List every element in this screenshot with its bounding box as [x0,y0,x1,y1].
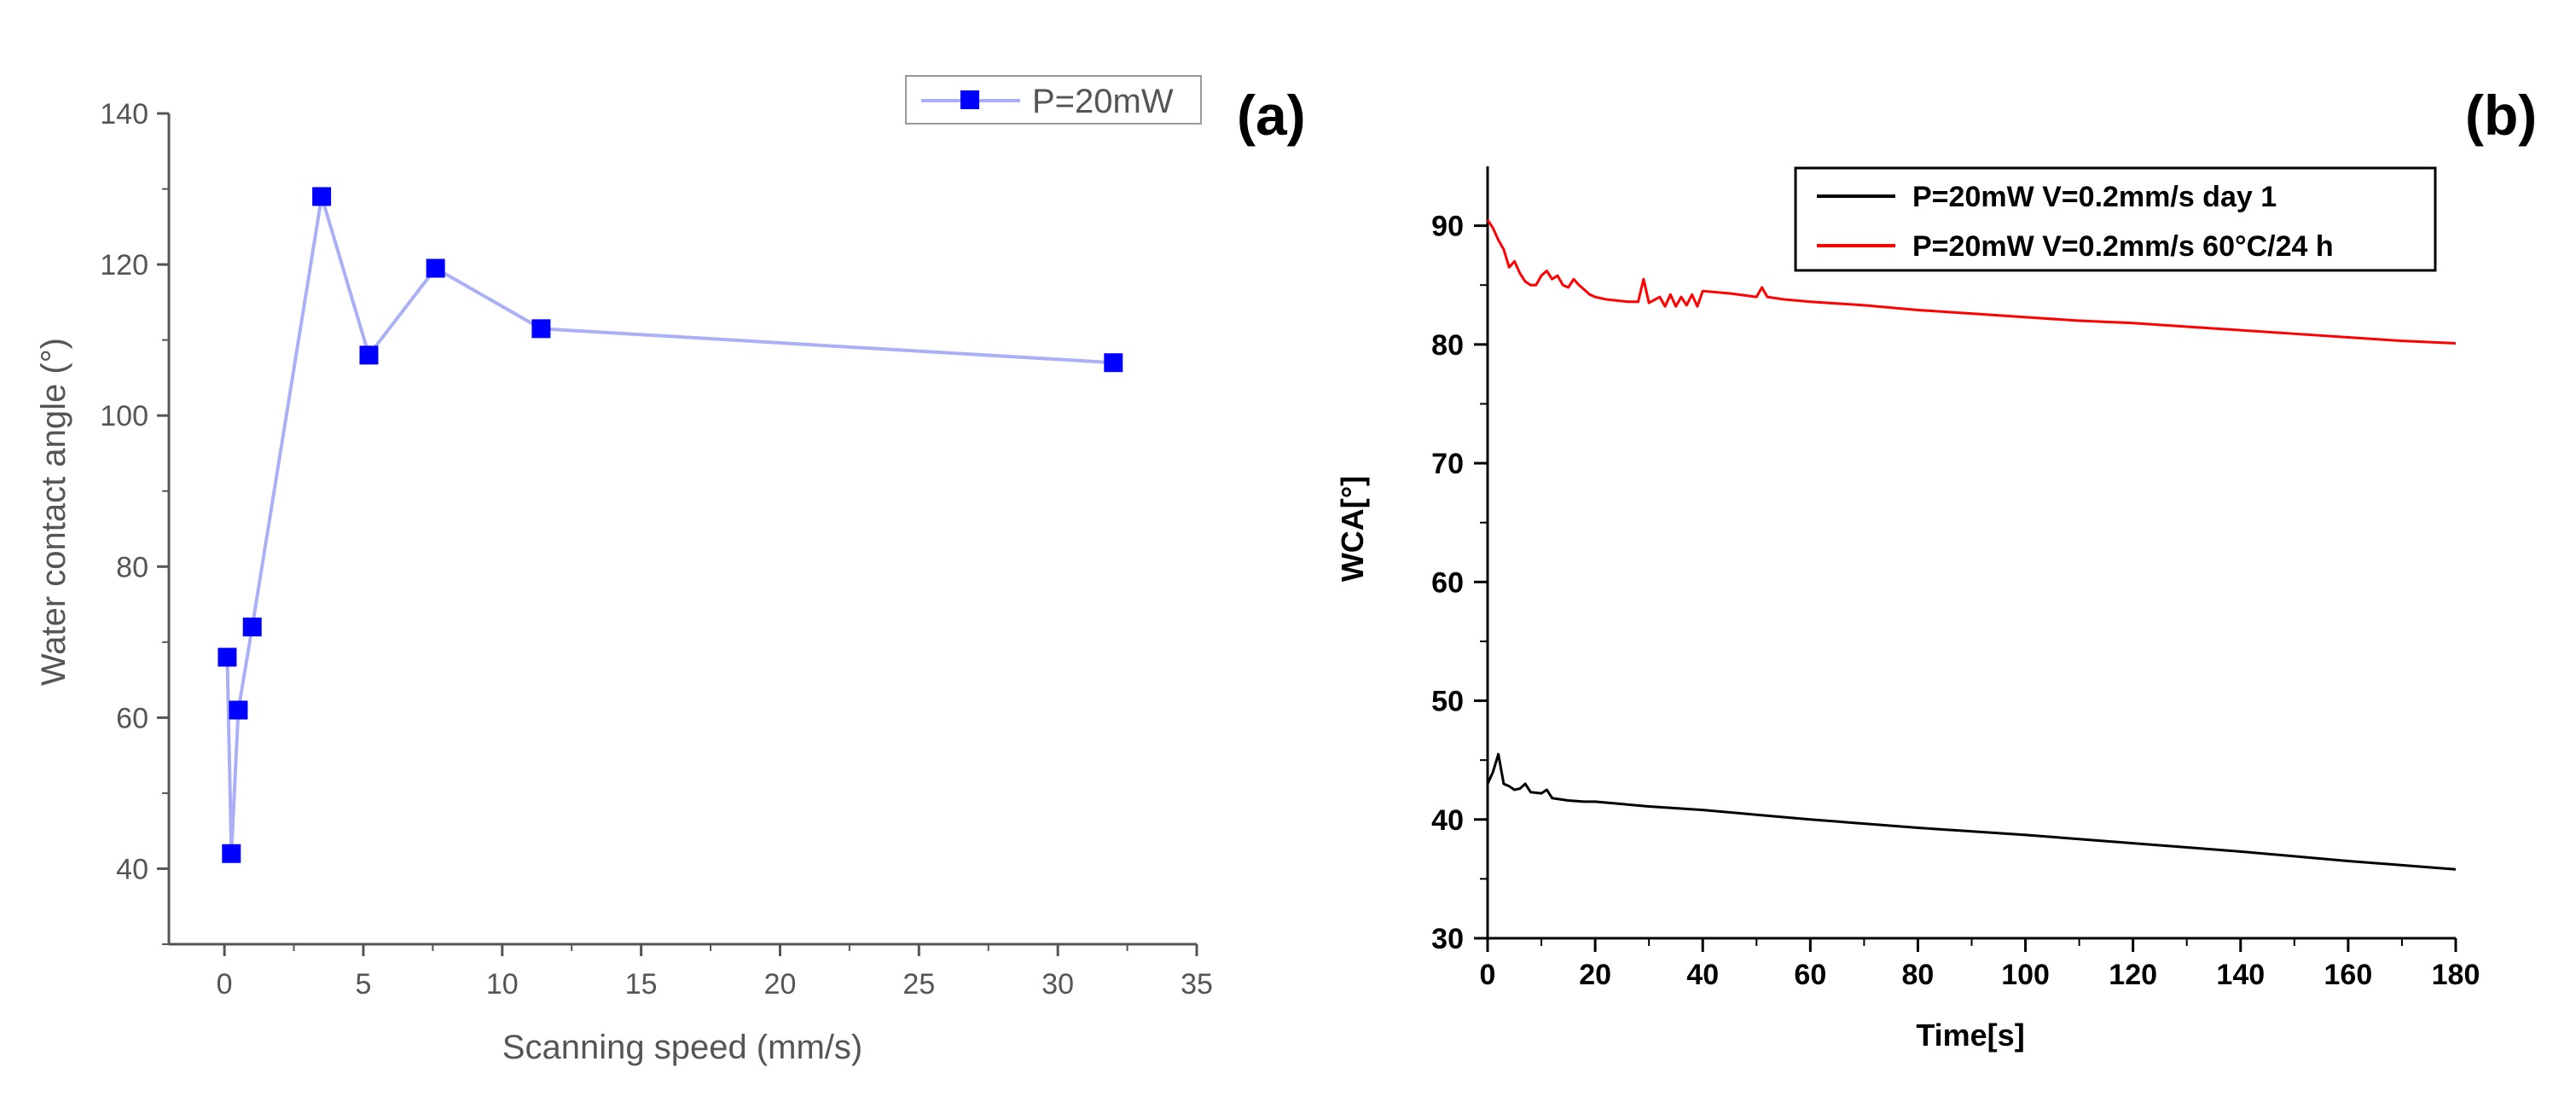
panel-b-x-axis-label: Time[s] [1916,1018,2024,1053]
panel-a-data-point [229,700,248,720]
panel-b-y-tick-label: 60 [1431,566,1464,599]
panel-b-legend: P=20mW V=0.2mm/s day 1 P=20mW V=0.2mm/s … [1794,166,2437,272]
panel-a-y-tick-label: 100 [100,400,148,432]
panel-a-x-tick-label: 35 [1181,968,1213,1000]
panel-b-y-tick-label: 40 [1431,804,1464,837]
panel-b-series [1486,218,2457,871]
panel-a-legend: P=20mW [905,75,1202,125]
panel-a-data-point [242,618,262,637]
panel-a-chart: 40 60 80 100 120 140 0 5 10 15 20 25 30 35 Scanning … [35,75,1306,1066]
panel-b-x-tick-label: 100 [2001,959,2050,991]
panel-a-x-tick-label: 10 [486,968,519,1000]
panel-a-x-ticks: 0 5 10 15 20 25 30 35 [217,944,1213,1000]
panel-b-y-tick-label: 50 [1431,686,1464,718]
panel-a-x-axis-label: Scanning speed (mm/s) [502,1029,862,1066]
panel-a-y-tick-label: 80 [116,551,148,583]
panel-b-series-line-2 [1486,218,2457,345]
panel-b-x-tick-label: 120 [2109,959,2157,991]
panel-a-data-point [218,647,237,667]
panel-b-y-tick-label: 30 [1431,923,1464,955]
panel-a-series [218,187,1123,863]
panel-a-y-tick-label: 60 [116,702,148,734]
panel-a-y-tick-label: 120 [100,249,148,281]
panel-a-x-tick-label: 15 [625,968,658,1000]
panel-a-x-tick-label: 25 [902,968,935,1000]
panel-b-x-tick-label: 160 [2324,959,2373,991]
panel-a-data-point [359,345,379,365]
panel-b-y-tick-label: 70 [1431,448,1464,480]
panel-b-legend-label-2: P=20mW V=0.2mm/s 60°C/24 h [1912,230,2334,263]
panel-a-x-tick-label: 0 [217,968,233,1000]
panel-a-y-ticks: 40 60 80 100 120 140 [100,98,169,945]
panel-b-y-ticks: 30 40 50 60 70 80 90 [1431,211,1488,955]
panel-a-y-axis-label: Water contact angle (°) [35,338,73,686]
panel-b-x-tick-label: 180 [2432,959,2480,991]
panel-a-legend-label: P=20mW [1032,83,1174,120]
panel-a-data-point [312,187,332,206]
panel-a-x-tick-label: 20 [764,968,797,1000]
panel-b-y-tick-label: 90 [1431,211,1464,243]
panel-b-x-ticks: 0 20 40 60 80 100 120 140 160 180 [1480,938,2480,991]
panel-a-data-point [531,319,551,339]
panel-a-y-tick-label: 140 [100,98,148,130]
panel-a-data-point [426,258,445,278]
panel-b-x-tick-label: 60 [1794,959,1826,991]
panel-a-x-tick-label: 5 [356,968,372,1000]
panel-a-series-line [225,195,1114,854]
panel-b-x-tick-label: 0 [1480,959,1496,991]
panel-b-y-axis-label: WCA[°] [1335,476,1370,582]
panel-a-tag: (a) [1237,84,1306,147]
panel-b-x-tick-label: 20 [1579,959,1611,991]
panel-b-x-tick-label: 80 [1902,959,1935,991]
panel-a-data-point [222,844,241,863]
panel-b-series-line-1 [1486,752,2457,871]
panel-b-legend-box [1794,166,2437,272]
panel-a-y-tick-label: 40 [116,853,148,885]
panel-a-x-tick-label: 30 [1041,968,1074,1000]
panel-b-y-tick-label: 80 [1431,329,1464,362]
panel-b-x-tick-label: 40 [1686,959,1719,991]
panel-b-x-tick-label: 140 [2216,959,2265,991]
panel-b-tag: (b) [2465,84,2537,147]
panel-a-legend-marker [960,90,979,109]
panel-b-legend-label-1: P=20mW V=0.2mm/s day 1 [1912,181,2277,213]
panel-a-data-point [1104,353,1123,373]
